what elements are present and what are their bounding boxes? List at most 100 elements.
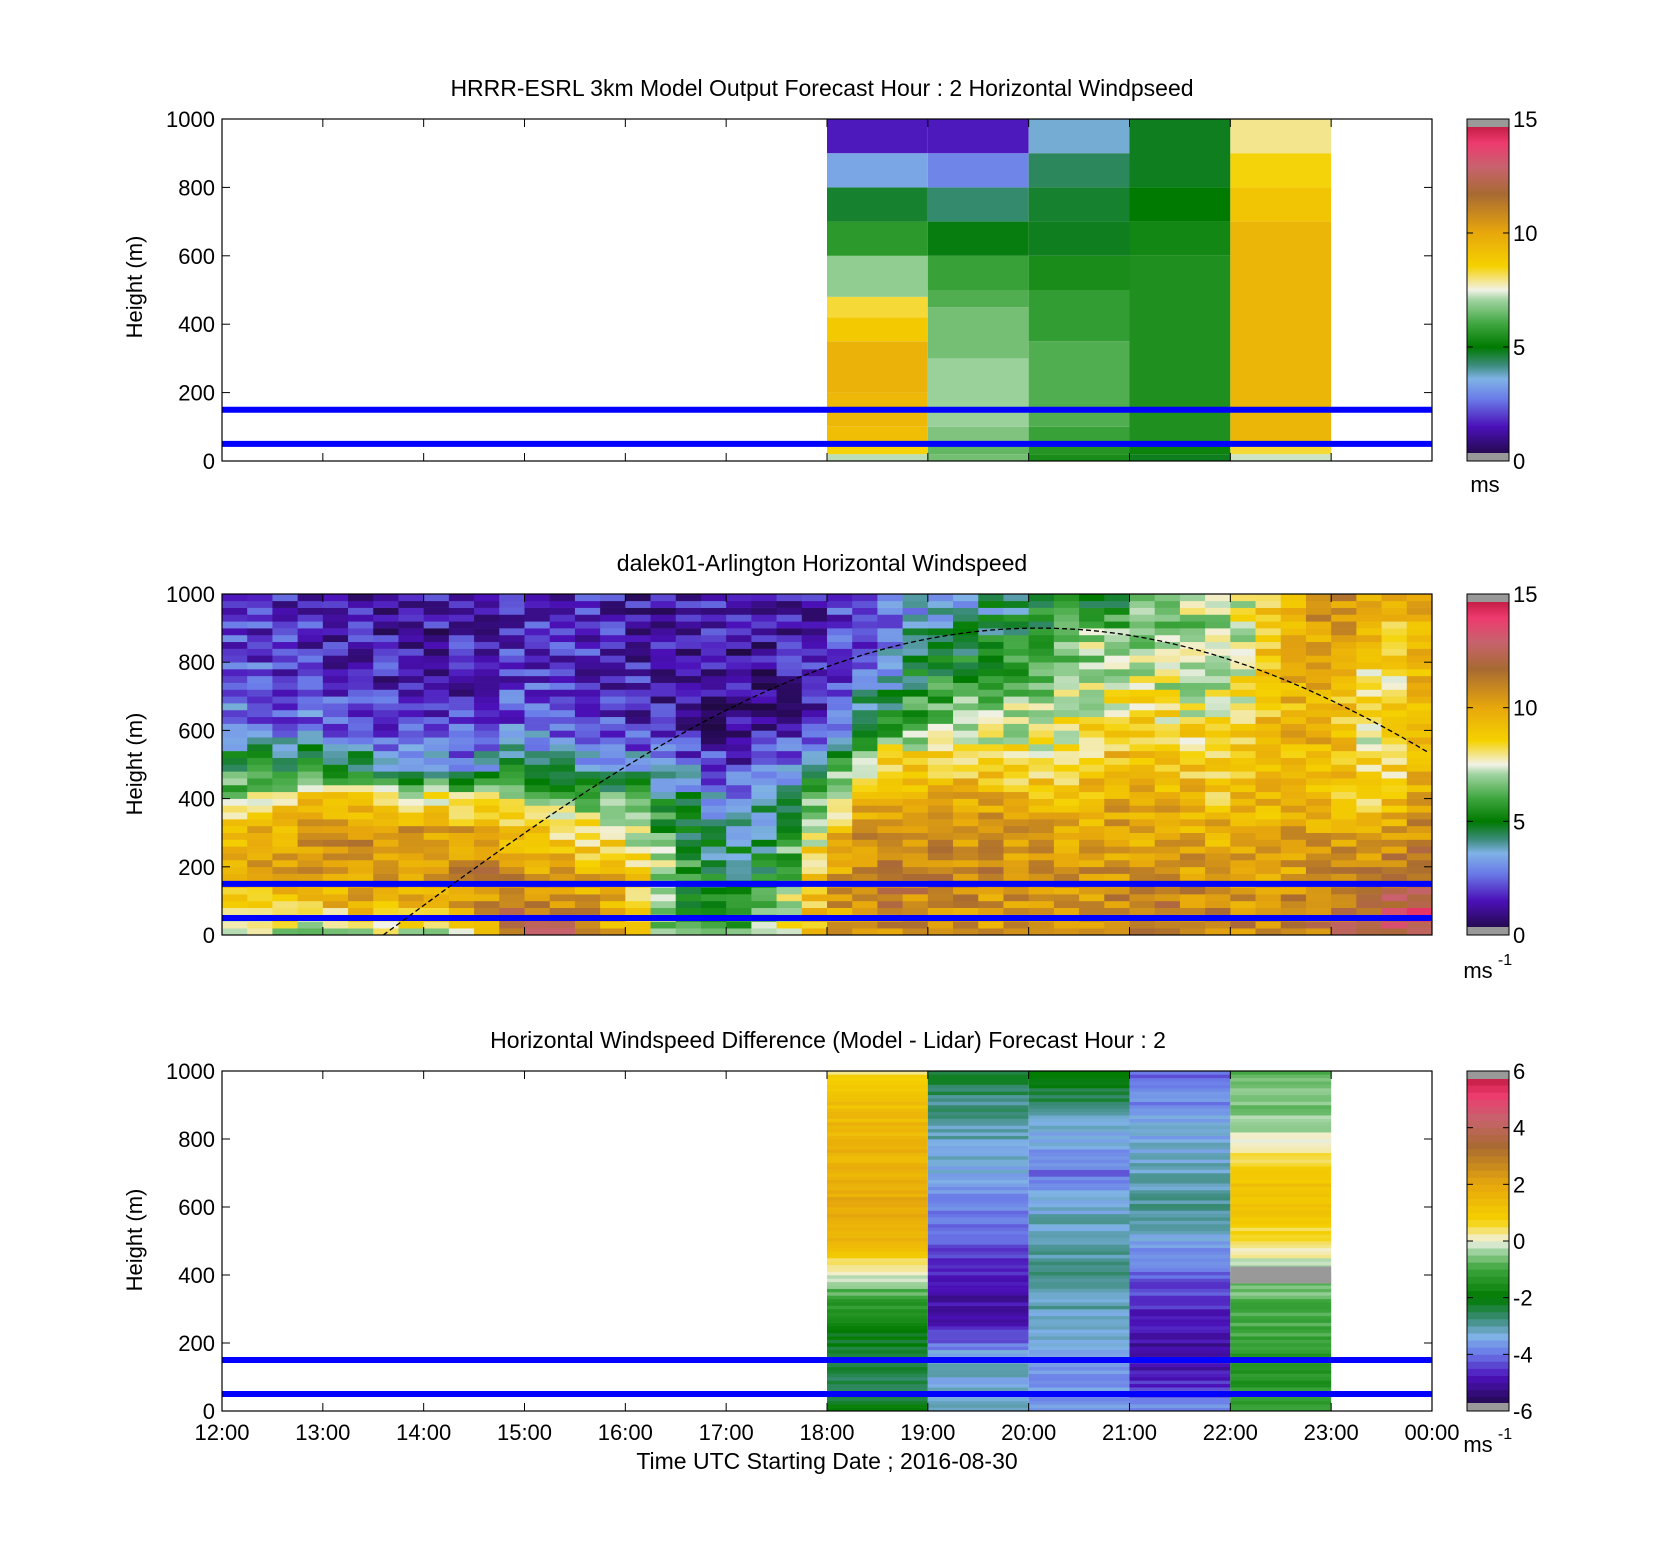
heatmap-cell [902,737,929,745]
heatmap-cell [1230,1329,1332,1334]
heatmap-cell [726,757,752,765]
heatmap-cell [827,1169,928,1174]
heatmap-cell [1028,1363,1130,1368]
heatmap-cell [373,907,399,915]
heatmap-cell [499,716,525,724]
heatmap-cell [423,594,450,602]
heatmap-cell [801,784,828,793]
heatmap-cell [499,873,525,881]
heatmap-cell [1104,894,1130,902]
heatmap-cell [726,873,752,881]
heatmap-cell [474,621,500,629]
colorbar-tick-label: 10 [1513,696,1537,721]
heatmap-cell [650,859,677,868]
heatmap-cell [222,750,248,758]
heatmap-cell [1129,600,1156,608]
heatmap-cell [1406,641,1433,649]
heatmap-cell [902,669,929,677]
heatmap-cell [751,600,778,608]
heatmap-cell [1331,641,1357,649]
heatmap-cell [852,873,878,881]
heatmap-cell [1129,1380,1231,1385]
heatmap-cell [902,634,929,643]
heatmap-cell [1331,812,1357,820]
heatmap-cell [625,641,652,649]
heatmap-cell [1280,839,1307,847]
heatmap-cell [1028,689,1055,697]
heatmap-cell [1205,805,1231,813]
heatmap-cell [751,873,778,881]
heatmap-cell [1028,426,1130,444]
heatmap-cell [247,709,273,718]
heatmap-cell [1305,757,1332,765]
heatmap-cell [423,907,450,915]
heatmap-cell [1356,675,1383,683]
heatmap-cell [1230,669,1257,677]
heatmap-cell [927,1224,1029,1228]
heatmap-cell [1129,1084,1231,1089]
heatmap-cell [726,894,752,902]
heatmap-cell [499,928,525,936]
heatmap-cell [549,675,576,683]
heatmap-cell [272,900,299,909]
heatmap-cell [1129,1135,1231,1140]
heatmap-cell [247,859,273,868]
heatmap-cell [1129,614,1156,622]
heatmap-cell [600,716,626,724]
heatmap-cell [902,648,929,656]
heatmap-cell [1230,443,1332,455]
heatmap-cell [1154,662,1181,670]
heatmap-cell [373,791,399,799]
heatmap-cell [1381,607,1408,615]
heatmap-cell [222,689,248,697]
heatmap-cell [1104,669,1130,677]
heatmap-cell [751,812,778,820]
colorbar-unit: ms [1463,1432,1492,1457]
heatmap-cell [1230,887,1257,895]
heatmap-cell [1305,853,1332,861]
heatmap-cell [272,730,299,738]
heatmap-cell [1280,607,1307,615]
heatmap-cell [474,839,500,847]
heatmap-cell [978,621,1004,629]
heatmap-cell [1356,853,1383,861]
heatmap-cell [700,894,727,902]
heatmap-cell [776,607,803,615]
heatmap-cell [1230,119,1332,154]
heatmap-cell [1079,600,1105,608]
heatmap-cell [927,307,1029,359]
heatmap-cell [1053,873,1080,881]
heatmap-cell [700,730,727,738]
heatmap-cell [852,641,878,649]
heatmap-cell [272,798,299,806]
heatmap-cell [398,928,425,936]
heatmap-cell [448,887,475,895]
heatmap-cell [1003,744,1030,752]
heatmap-cell [1028,187,1130,222]
heatmap-cell [927,1349,1029,1354]
heatmap-cell [1129,1404,1231,1408]
heatmap-cell [827,696,853,704]
heatmap-cell [1179,887,1206,895]
heatmap-cell [1356,771,1383,779]
colorbar-band [1467,1078,1509,1086]
heatmap-cell [1079,669,1105,677]
heatmap-cell [1053,621,1080,629]
heatmap-cell [1406,771,1433,779]
heatmap-cell [373,669,399,677]
heatmap-cell [1356,669,1383,677]
y-tick-label: 400 [178,1263,215,1288]
heatmap-cell [625,648,652,656]
heatmap-cell [1205,798,1231,806]
heatmap-cell [927,1166,1029,1170]
heatmap-cell [751,621,778,629]
heatmap-cell [1406,709,1433,718]
heatmap-cell [650,887,677,895]
heatmap-cell [1381,900,1408,909]
heatmap-cell [499,791,525,799]
heatmap-cell [927,1271,1029,1276]
heatmap-cell [801,594,828,602]
heatmap-cell [877,716,904,724]
colorbar-cap-top [1467,1071,1509,1079]
